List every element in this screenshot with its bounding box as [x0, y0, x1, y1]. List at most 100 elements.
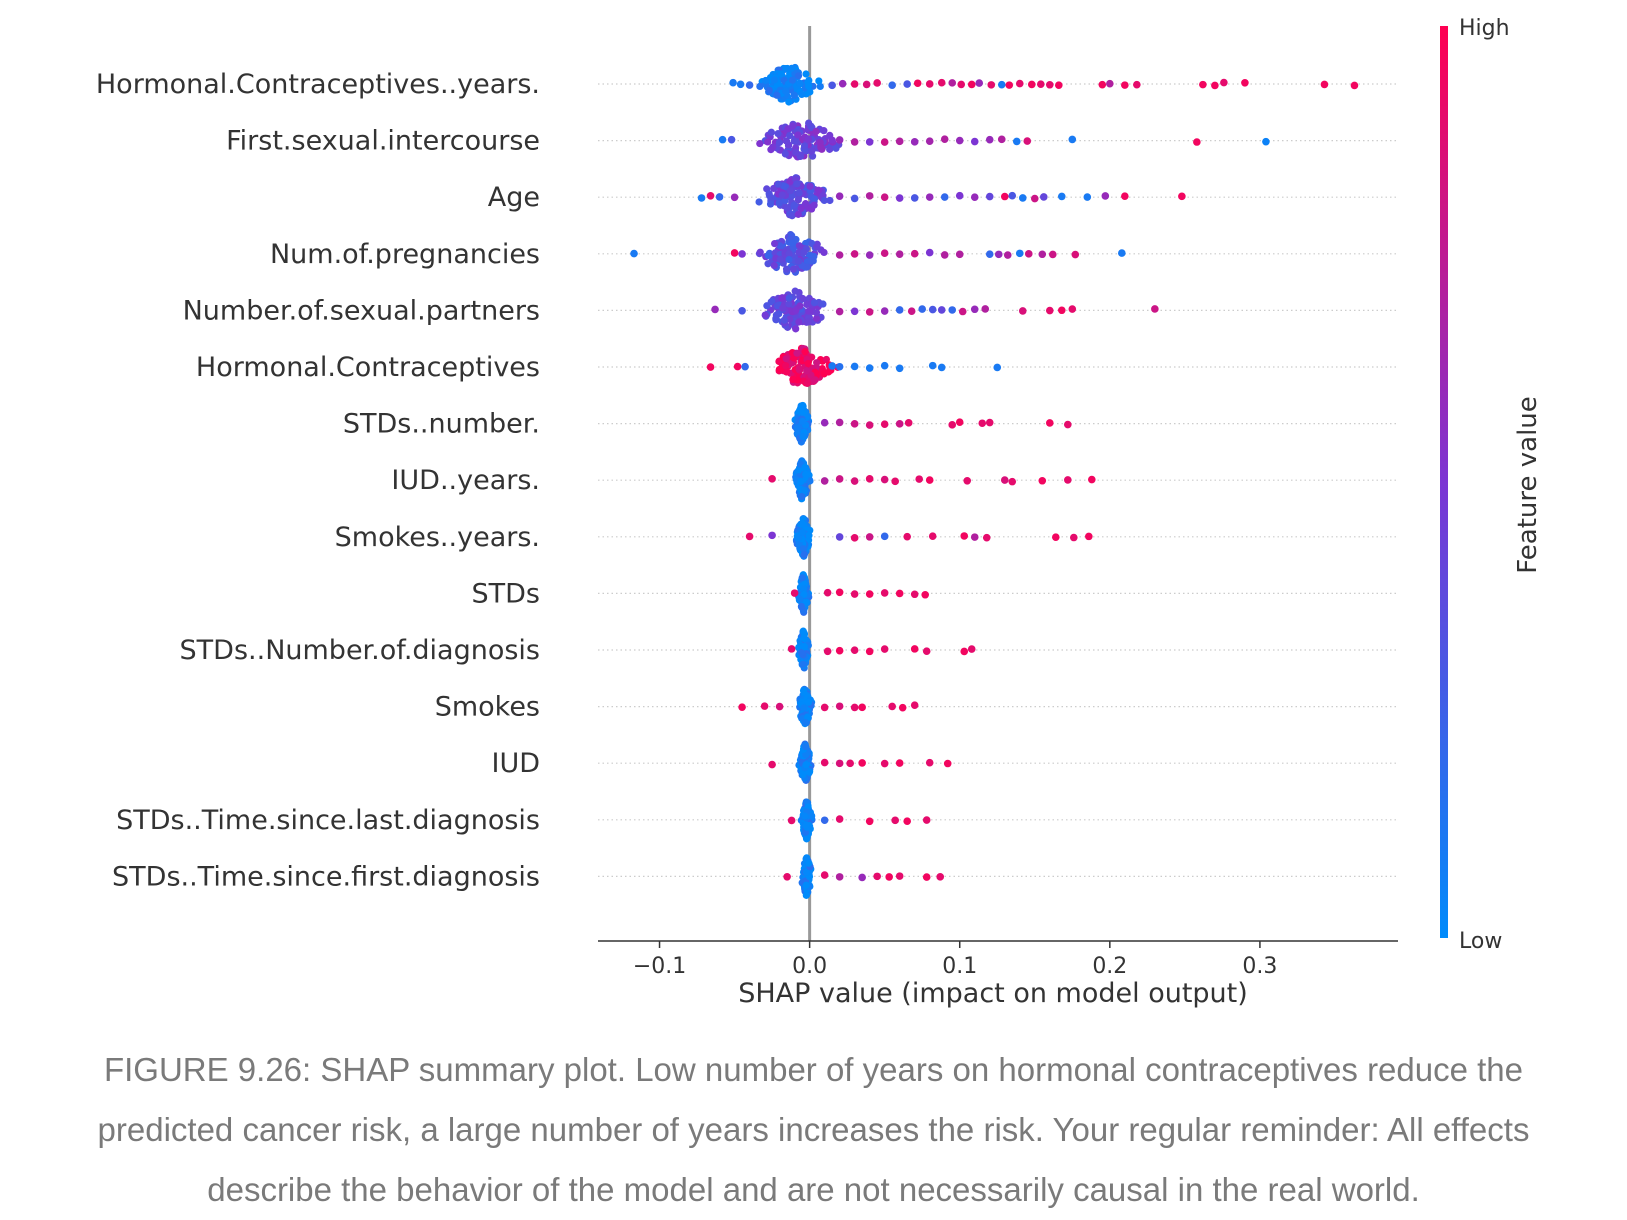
core-point: [764, 251, 772, 260]
data-point: [835, 533, 844, 541]
feature-label: Smokes: [435, 692, 540, 723]
core-point: [801, 719, 809, 727]
core-point: [798, 574, 806, 582]
core-point: [795, 79, 804, 87]
data-point: [733, 362, 742, 371]
core-point: [783, 368, 791, 376]
data-point: [985, 192, 994, 201]
data-point: [850, 362, 859, 371]
data-point: [1071, 250, 1080, 259]
feature-label: Age: [488, 182, 540, 213]
core-point: [786, 131, 794, 140]
core-point: [798, 417, 807, 425]
data-point: [706, 191, 715, 200]
data-point: [850, 194, 859, 203]
data-point: [820, 871, 829, 879]
core-point: [797, 204, 805, 213]
core-point: [793, 180, 801, 188]
row-gridlines: [598, 83, 1398, 878]
data-point: [925, 80, 934, 88]
data-point: [1048, 250, 1057, 259]
data-point: [838, 79, 847, 88]
shap-summary-plot: Hormonal.Contraceptives..years. First.sex…: [96, 16, 1543, 1009]
core-point: [768, 297, 776, 306]
core-point: [778, 294, 786, 302]
data-point: [1005, 81, 1014, 89]
core-point: [794, 210, 802, 218]
data-point: [730, 249, 739, 257]
core-point: [824, 368, 833, 376]
data-point: [903, 817, 911, 826]
data-point: [835, 475, 844, 483]
core-point: [799, 545, 808, 553]
data-point: [835, 588, 844, 597]
data-point: [729, 78, 737, 87]
data-point: [993, 363, 1002, 372]
data-point: [850, 80, 859, 88]
data-point: [925, 137, 934, 145]
data-point: [895, 137, 904, 146]
core-point: [820, 196, 828, 205]
core-point: [779, 304, 787, 312]
core-point: [786, 315, 794, 323]
data-point: [895, 364, 904, 373]
data-point: [1030, 194, 1039, 203]
core-point: [785, 294, 793, 302]
data-point: [937, 306, 946, 314]
feature-label: Num.of.pregnancies: [270, 239, 540, 270]
data-point: [1018, 307, 1027, 315]
data-point: [820, 477, 829, 485]
data-point: [1015, 249, 1024, 258]
x-tick-label: −0.1: [633, 954, 686, 979]
core-point: [782, 87, 790, 95]
core-point: [789, 265, 798, 273]
core-point: [755, 198, 763, 206]
core-point: [801, 812, 809, 820]
caption-line: predicted cancer risk, a large number of…: [97, 1111, 1530, 1148]
core-point: [802, 821, 810, 829]
data-point: [885, 873, 893, 881]
core-point: [801, 463, 809, 471]
data-point: [957, 80, 966, 89]
core-point: [802, 761, 810, 769]
core-point: [800, 642, 809, 651]
data-point: [1036, 80, 1045, 89]
colorbar-low-label: Low: [1459, 929, 1502, 954]
data-point: [823, 647, 832, 656]
data-point: [846, 759, 854, 768]
core-point: [765, 86, 773, 94]
core-point: [780, 316, 788, 324]
core-point: [791, 287, 799, 295]
data-point: [936, 873, 945, 881]
core-point: [804, 359, 812, 368]
data-point: [828, 362, 836, 370]
data-point: [858, 703, 866, 712]
data-point: [970, 193, 979, 202]
core-point: [789, 375, 797, 384]
core-point: [761, 311, 769, 319]
data-point: [835, 759, 844, 768]
data-point: [1178, 192, 1186, 201]
data-point: [1008, 477, 1017, 486]
core-point: [808, 812, 816, 820]
data-point: [1045, 80, 1054, 89]
feature-label: STDs..Time.since.first.diagnosis: [112, 861, 540, 892]
core-point: [801, 200, 810, 208]
core-point: [788, 64, 796, 72]
data-point: [820, 816, 829, 825]
core-point: [756, 248, 764, 256]
core-point: [782, 265, 791, 273]
data-point: [1000, 192, 1009, 201]
data-point: [985, 250, 994, 258]
core-point: [800, 248, 808, 256]
data-point: [1098, 80, 1107, 89]
core-point: [802, 881, 810, 889]
core-point: [777, 70, 785, 78]
feature-labels: Hormonal.Contraceptives..years. First.sex…: [96, 69, 540, 892]
core-point: [805, 119, 813, 127]
core-point: [794, 72, 803, 80]
core-point: [788, 122, 797, 130]
data-point: [1088, 475, 1096, 484]
core-point: [801, 743, 810, 751]
data-point: [865, 308, 874, 316]
